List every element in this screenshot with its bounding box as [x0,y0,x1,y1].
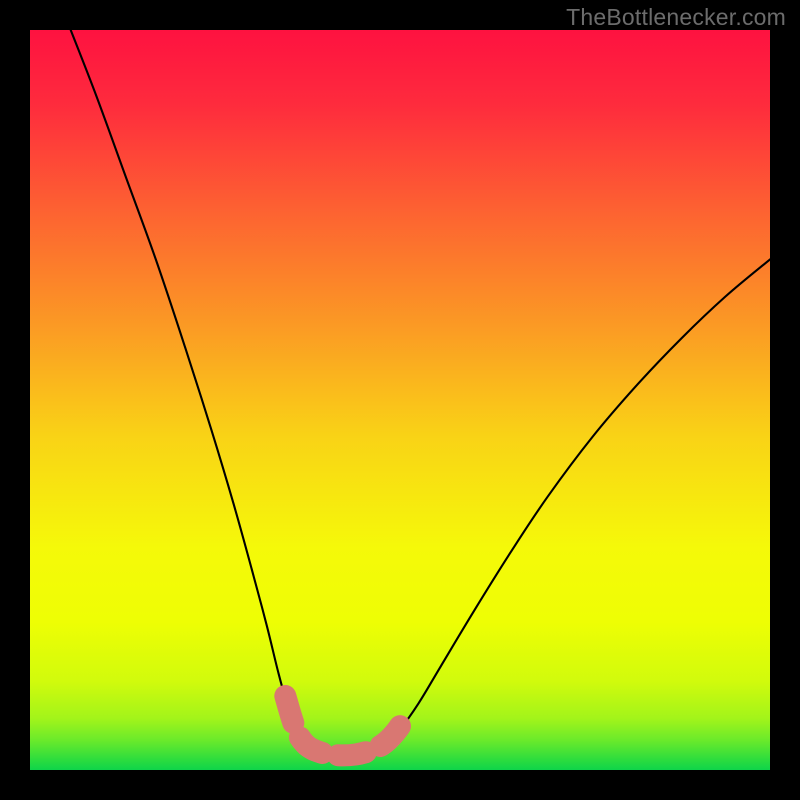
chart-background [30,30,770,770]
chart-frame: TheBottlenecker.com [0,0,800,800]
chart-svg [0,0,800,800]
watermark-text: TheBottlenecker.com [566,4,786,31]
